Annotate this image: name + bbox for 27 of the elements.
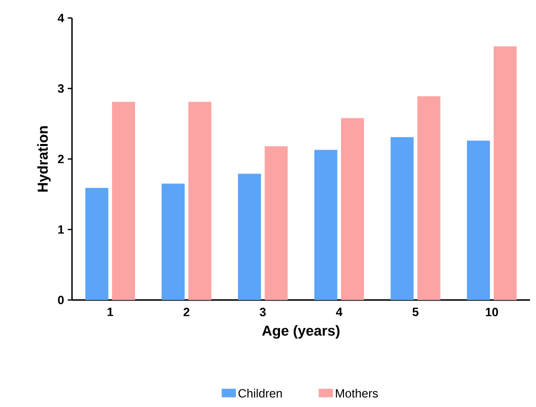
bar	[238, 174, 261, 300]
bar	[494, 46, 517, 300]
bar	[112, 102, 136, 300]
y-axis-title: Hydration	[37, 126, 51, 192]
y-tick-label: 2	[58, 154, 64, 164]
bar	[314, 150, 338, 300]
legend-label: Children	[238, 388, 282, 398]
y-tick-label: 4	[58, 14, 64, 22]
bar	[341, 118, 364, 300]
x-axis-title: Age (years)	[262, 325, 340, 339]
bar	[162, 184, 185, 300]
bar	[188, 102, 212, 300]
x-tick-label: 4	[336, 308, 342, 316]
bar	[264, 146, 288, 300]
x-tick-label: 1	[108, 308, 114, 316]
y-tick-label: 1	[58, 225, 64, 234]
bar	[390, 137, 414, 300]
x-tick-label: 10	[486, 308, 498, 316]
bar	[85, 188, 108, 300]
x-tick-label: 2	[184, 308, 190, 316]
y-tick-label: 0	[58, 296, 64, 304]
bar	[417, 96, 440, 300]
x-tick-label: 5	[412, 308, 418, 316]
x-tick-label: 3	[260, 308, 266, 316]
bar	[466, 140, 490, 300]
legend-label: Mothers	[336, 388, 378, 398]
y-tick-label: 3	[58, 84, 64, 93]
